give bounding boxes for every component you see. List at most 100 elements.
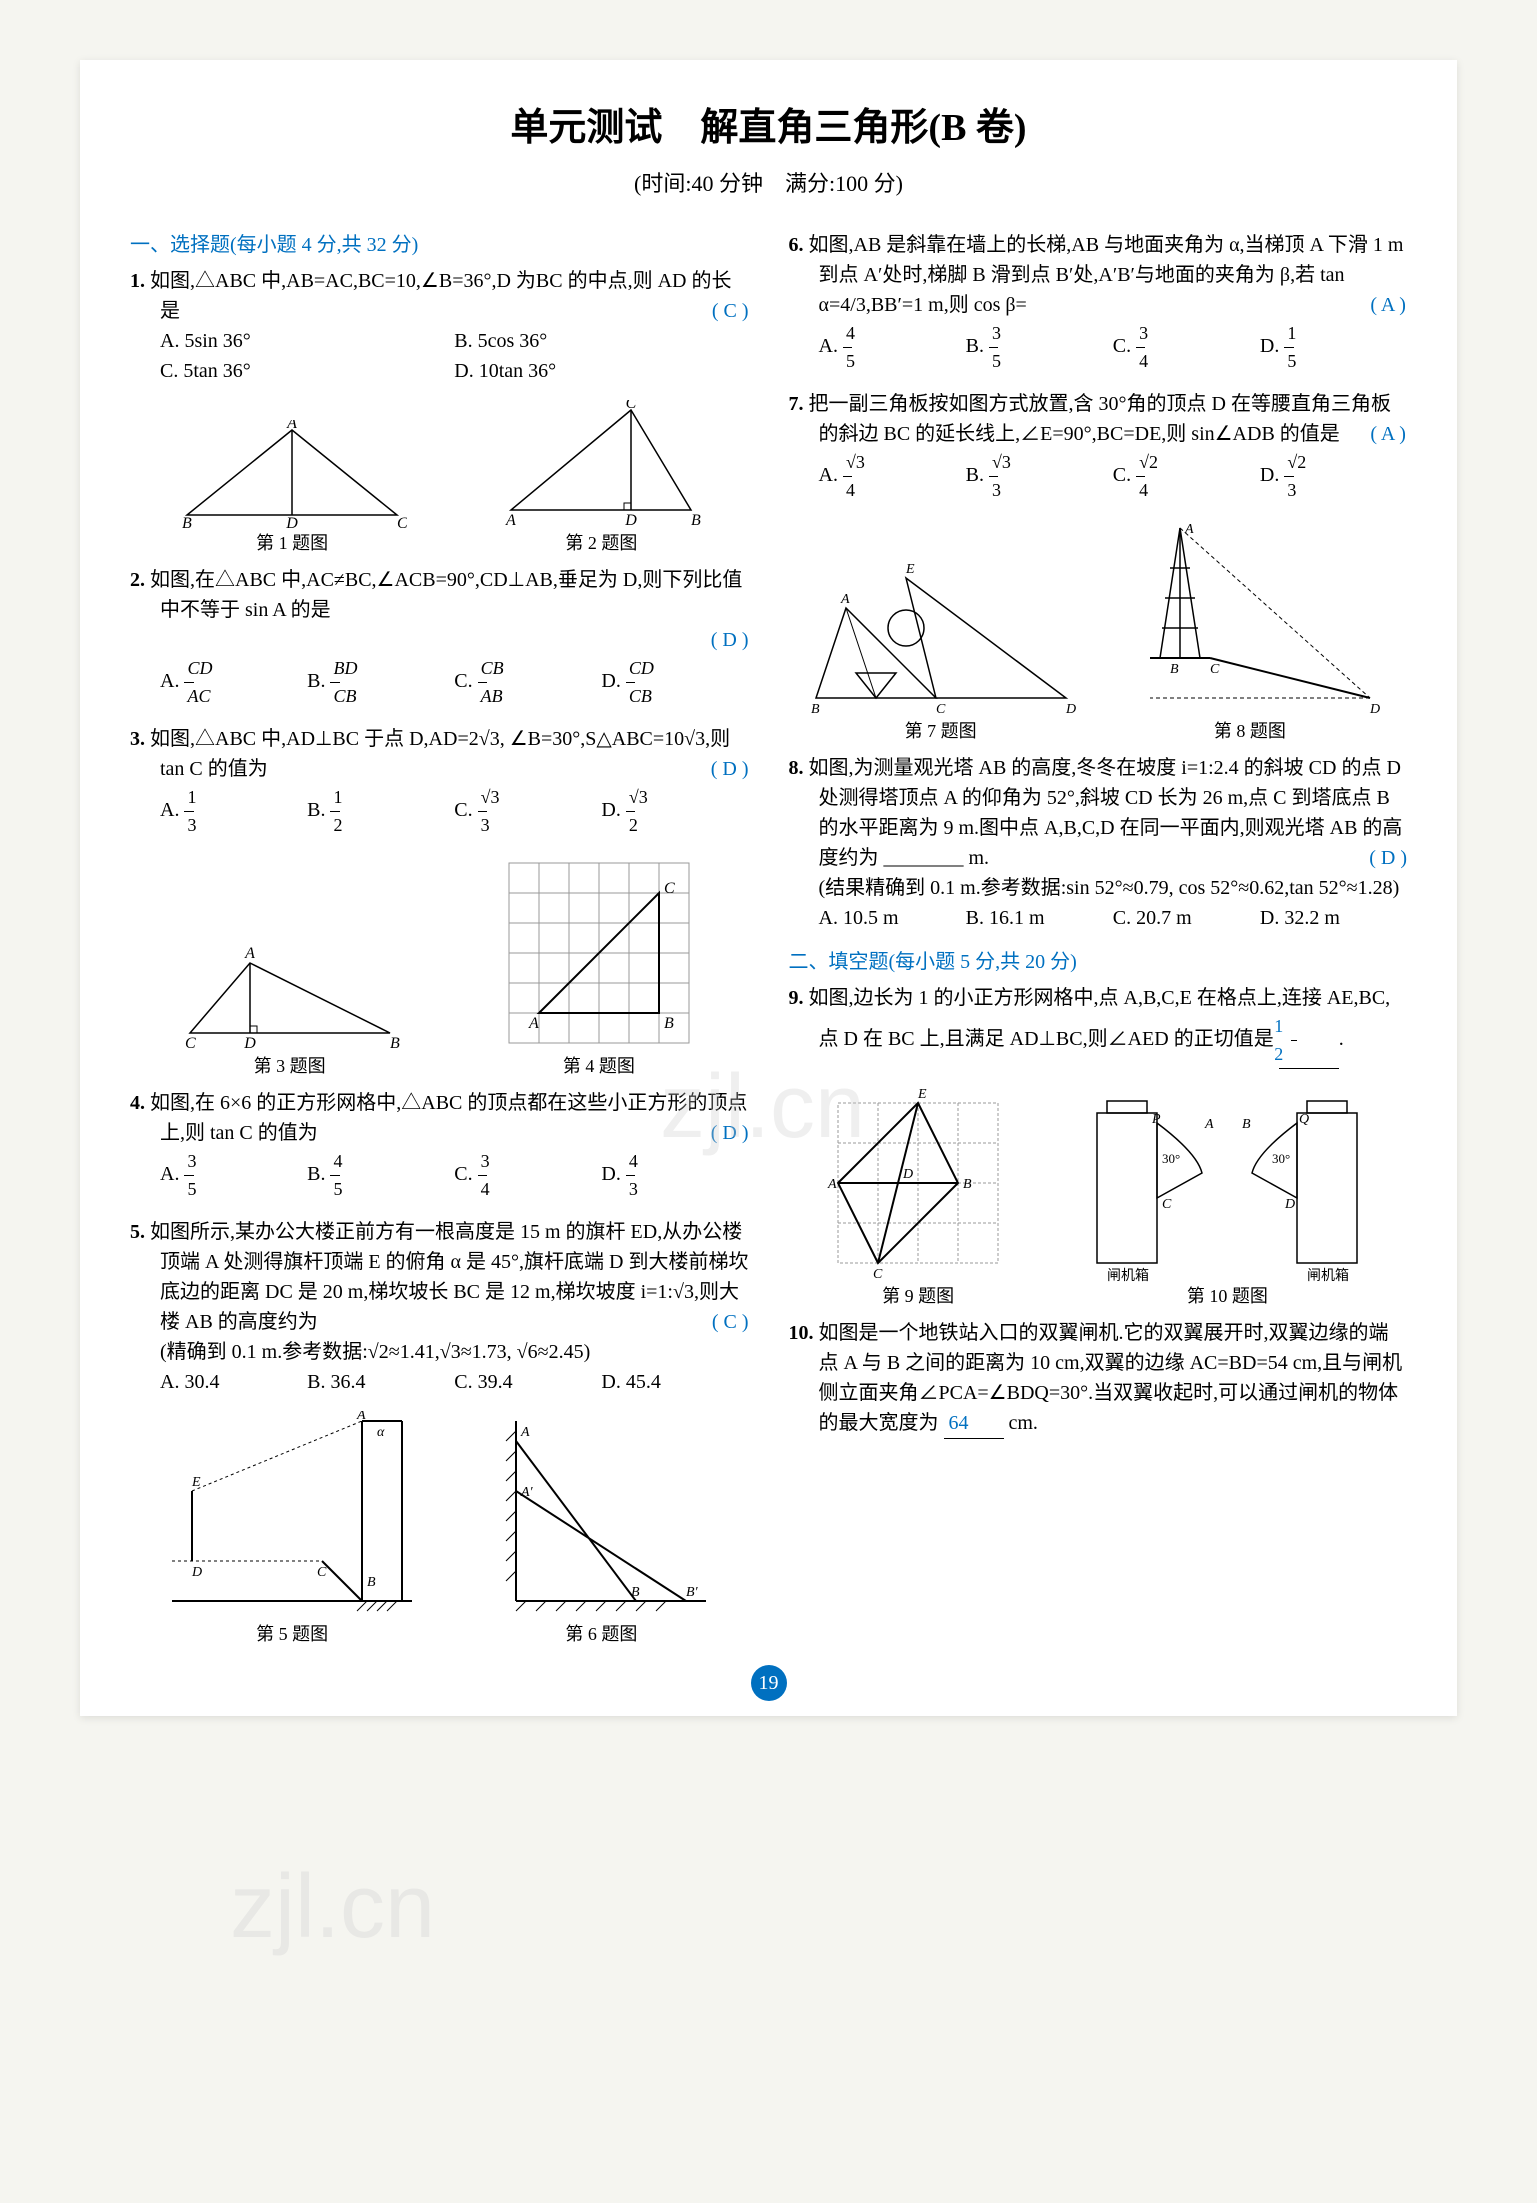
- svg-text:B: B: [664, 1015, 674, 1032]
- svg-text:A: A: [1204, 1117, 1214, 1132]
- svg-text:D: D: [243, 1035, 256, 1052]
- page-subtitle: (时间:40 分钟 满分:100 分): [130, 167, 1407, 200]
- q5-text: 5. 如图所示,某办公大楼正前方有一根高度是 15 m 的旗杆 ED,从办公楼顶…: [130, 1217, 749, 1337]
- q2-options: A. CDAC B. BDCB C. CBAB D. CDCB: [130, 655, 749, 710]
- svg-text:C: C: [185, 1035, 196, 1052]
- q9-text: 9. 如图,边长为 1 的小正方形网格中,点 A,B,C,E 在格点上,连接 A…: [789, 983, 1408, 1069]
- q6-text: 6. 如图,AB 是斜靠在墙上的长梯,AB 与地面夹角为 α,当梯顶 A 下滑 …: [789, 230, 1408, 320]
- page-number: 19: [751, 1665, 787, 1701]
- svg-text:D: D: [285, 515, 298, 530]
- question-1: 1. 如图,△ABC 中,AB=AC,BC=10,∠B=36°,D 为BC 的中…: [130, 266, 749, 386]
- svg-text:C: C: [873, 1267, 883, 1282]
- figure-2: C A D B 第 2 题图: [501, 400, 701, 557]
- svg-text:A: A: [356, 1411, 366, 1423]
- svg-text:B: B: [631, 1585, 640, 1600]
- figure-1: A B D C 第 1 题图: [177, 420, 407, 557]
- svg-text:A: A: [505, 512, 516, 529]
- q4-answer: ( D ): [741, 1118, 749, 1148]
- svg-text:B: B: [1170, 662, 1179, 677]
- question-7: 7. 把一副三角板按如图方式放置,含 30°角的顶点 D 在等腰直角三角板的斜边…: [789, 389, 1408, 504]
- question-5: 5. 如图所示,某办公大楼正前方有一根高度是 15 m 的旗杆 ED,从办公楼顶…: [130, 1217, 749, 1397]
- svg-text:A: A: [1184, 522, 1194, 537]
- svg-text:A: A: [827, 1177, 837, 1192]
- svg-text:B: B: [182, 515, 192, 530]
- svg-text:A: A: [286, 420, 297, 432]
- section-1-head: 一、选择题(每小题 4 分,共 32 分): [130, 230, 749, 260]
- q3-options: A. 13 B. 12 C. √33 D. √32: [130, 784, 749, 839]
- page-title: 单元测试 解直角三角形(B 卷): [130, 100, 1407, 157]
- q1-answer: ( C ): [742, 296, 749, 326]
- q7-options: A. √34 B. √33 C. √24 D. √23: [789, 449, 1408, 504]
- svg-text:D: D: [1369, 702, 1380, 717]
- question-3: 3. 如图,△ABC 中,AD⊥BC 于点 D,AD=2√3, ∠B=30°,S…: [130, 724, 749, 839]
- svg-text:B′: B′: [686, 1585, 699, 1600]
- fig-row-7-8: A E B C D 第 7 题图: [789, 518, 1408, 745]
- q8-text: 8. 如图,为测量观光塔 AB 的高度,冬冬在坡度 i=1:2.4 的斜坡 CD…: [789, 753, 1408, 873]
- q2-answer: ( D ): [130, 625, 749, 655]
- svg-text:D: D: [1065, 702, 1076, 717]
- page: zjl.cn zjl.cn 单元测试 解直角三角形(B 卷) (时间:40 分钟…: [80, 60, 1457, 1716]
- svg-text:D: D: [191, 1565, 202, 1580]
- svg-text:B: B: [691, 512, 701, 529]
- fig-row-1-2: A B D C 第 1 题图 C A D B: [130, 400, 749, 557]
- svg-text:C: C: [1210, 662, 1220, 677]
- question-2: 2. 如图,在△ABC 中,AC≠BC,∠ACB=90°,CD⊥AB,垂足为 D…: [130, 565, 749, 710]
- q3-text: 3. 如图,△ABC 中,AD⊥BC 于点 D,AD=2√3, ∠B=30°,S…: [130, 724, 749, 784]
- question-4: 4. 如图,在 6×6 的正方形网格中,△ABC 的顶点都在这些小正方形的顶点上…: [130, 1088, 749, 1203]
- svg-text:C: C: [317, 1565, 327, 1580]
- fig-row-9-10: A E B C D 第 9 题图: [789, 1083, 1408, 1310]
- svg-text:α: α: [377, 1425, 385, 1440]
- q5-options: A. 30.4 B. 36.4 C. 39.4 D. 45.4: [130, 1367, 749, 1397]
- svg-text:A′: A′: [520, 1485, 534, 1500]
- figure-5: E D C B A α 第 5 题图: [162, 1411, 422, 1648]
- figure-9: A E B C D 第 9 题图: [818, 1083, 1018, 1310]
- svg-text:P: P: [1151, 1112, 1161, 1127]
- q5-ref: (精确到 0.1 m.参考数据:√2≈1.41,√3≈1.73, √6≈2.45…: [130, 1337, 749, 1367]
- svg-text:B: B: [367, 1575, 376, 1590]
- q8-answer: ( D ): [1399, 843, 1407, 873]
- svg-text:闸机箱: 闸机箱: [1307, 1268, 1349, 1283]
- svg-text:B: B: [390, 1035, 400, 1052]
- left-column: 一、选择题(每小题 4 分,共 32 分) 1. 如图,△ABC 中,AB=AC…: [130, 230, 749, 1656]
- figure-7: A E B C D 第 7 题图: [806, 538, 1076, 745]
- svg-text:C: C: [936, 702, 946, 717]
- figure-6: A A′ B B′ 第 6 题图: [486, 1411, 716, 1648]
- q1-options: A. 5sin 36° B. 5cos 36° C. 5tan 36° D. 1…: [130, 326, 749, 386]
- svg-text:C: C: [397, 515, 407, 530]
- columns: 一、选择题(每小题 4 分,共 32 分) 1. 如图,△ABC 中,AB=AC…: [130, 230, 1407, 1656]
- q6-options: A. 45 B. 35 C. 34 D. 15: [789, 320, 1408, 375]
- section-2-head: 二、填空题(每小题 5 分,共 20 分): [789, 947, 1408, 977]
- question-6: 6. 如图,AB 是斜靠在墙上的长梯,AB 与地面夹角为 α,当梯顶 A 下滑 …: [789, 230, 1408, 375]
- svg-text:C: C: [664, 880, 675, 897]
- svg-text:C: C: [626, 400, 637, 412]
- svg-text:A: A: [840, 592, 850, 607]
- q4-text: 4. 如图,在 6×6 的正方形网格中,△ABC 的顶点都在这些小正方形的顶点上…: [130, 1088, 749, 1148]
- svg-text:D: D: [625, 512, 638, 529]
- q1-text: 1. 如图,△ABC 中,AB=AC,BC=10,∠B=36°,D 为BC 的中…: [130, 266, 749, 326]
- svg-text:闸机箱: 闸机箱: [1107, 1268, 1149, 1283]
- question-10: 10. 如图是一个地铁站入口的双翼闸机.它的双翼展开时,双翼边缘的端点 A 与 …: [789, 1318, 1408, 1439]
- svg-text:30°: 30°: [1162, 1151, 1180, 1166]
- figure-8: A B C D 第 8 题图: [1110, 518, 1390, 745]
- svg-text:C: C: [1162, 1197, 1172, 1212]
- q2-text: 2. 如图,在△ABC 中,AC≠BC,∠ACB=90°,CD⊥AB,垂足为 D…: [130, 565, 749, 625]
- q4-options: A. 35 B. 45 C. 34 D. 43: [130, 1148, 749, 1203]
- q5-answer: ( C ): [742, 1307, 749, 1337]
- figure-4: A C B 第 4 题图: [499, 853, 699, 1080]
- question-8: 8. 如图,为测量观光塔 AB 的高度,冬冬在坡度 i=1:2.4 的斜坡 CD…: [789, 753, 1408, 933]
- figure-3: A C D B 第 3 题图: [180, 943, 400, 1080]
- svg-text:E: E: [191, 1475, 201, 1490]
- svg-text:B: B: [963, 1177, 972, 1192]
- q9-answer: 12: [1279, 1013, 1339, 1069]
- svg-text:E: E: [905, 562, 915, 577]
- svg-text:A: A: [244, 945, 255, 962]
- figure-10: P A B Q C D 30° 30° 闸机箱 闸机箱 第 10 题图: [1077, 1083, 1377, 1310]
- svg-text:A: A: [528, 1015, 539, 1032]
- watermark-2: zjl.cn: [230, 1840, 435, 1975]
- svg-text:A: A: [520, 1425, 530, 1440]
- svg-text:E: E: [917, 1087, 927, 1102]
- svg-text:B: B: [811, 702, 820, 717]
- svg-text:B: B: [1242, 1117, 1251, 1132]
- q7-text: 7. 把一副三角板按如图方式放置,含 30°角的顶点 D 在等腰直角三角板的斜边…: [789, 389, 1408, 449]
- q8-options: A. 10.5 m B. 16.1 m C. 20.7 m D. 32.2 m: [789, 903, 1408, 933]
